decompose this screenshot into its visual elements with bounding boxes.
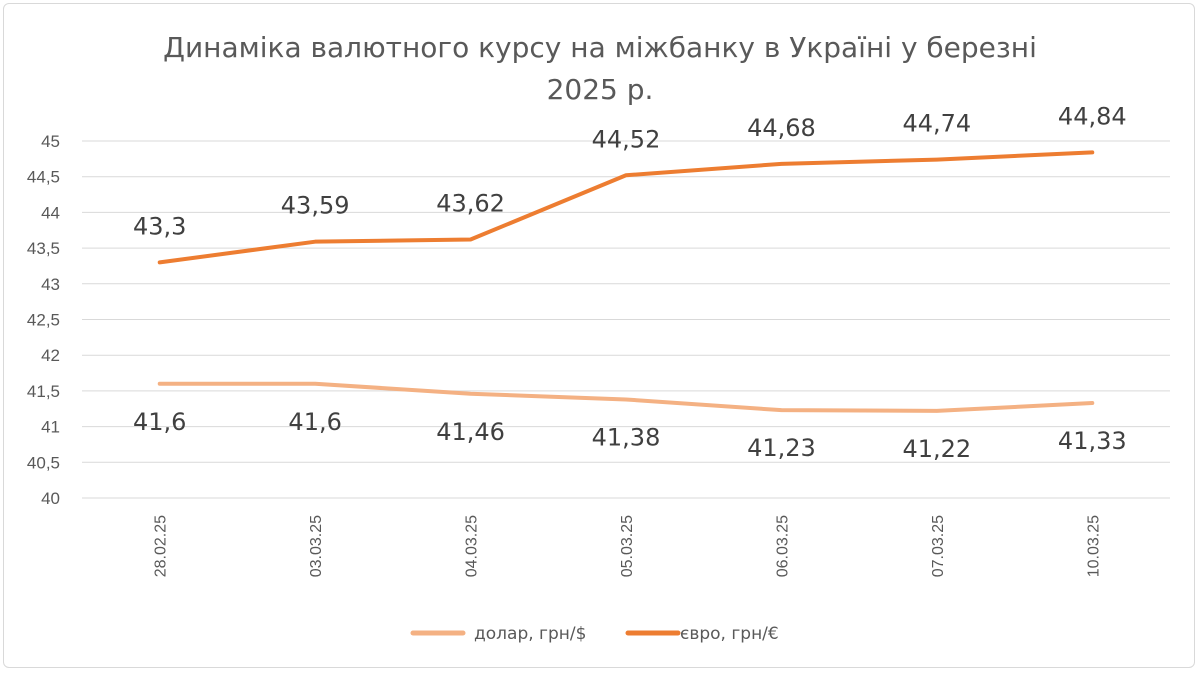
data-label: 44,52 [592, 125, 661, 153]
data-label: 41,23 [747, 434, 816, 462]
y-tick-label: 40 [41, 489, 60, 508]
series-line-dollar [157, 381, 1095, 413]
data-label: 41,6 [133, 408, 186, 436]
data-label: 44,68 [747, 114, 816, 142]
data-label: 44,84 [1058, 102, 1127, 130]
y-tick-label: 43 [41, 275, 60, 294]
data-label: 41,33 [1058, 427, 1127, 455]
x-tick-label: 04.03.25 [464, 515, 481, 577]
data-label: 43,59 [281, 192, 350, 220]
chart-frame [3, 3, 1195, 668]
data-label: 44,74 [902, 110, 971, 138]
y-tick-label: 43,5 [27, 239, 60, 258]
data-label: 43,3 [133, 212, 186, 240]
y-tick-label: 42 [41, 346, 60, 365]
data-label: 41,46 [436, 418, 505, 446]
y-tick-label: 44,5 [27, 168, 60, 187]
x-tick-label: 05.03.25 [619, 515, 636, 577]
data-label: 41,38 [592, 423, 661, 451]
data-label: 43,62 [436, 190, 505, 218]
legend-label: євро, грн/€ [680, 624, 779, 644]
y-tick-label: 41,5 [27, 382, 60, 401]
y-tick-label: 41 [41, 418, 60, 437]
y-tick-label: 44 [41, 203, 60, 222]
y-tick-label: 40,5 [27, 453, 60, 472]
x-tick-label: 06.03.25 [774, 515, 791, 577]
x-tick-label: 03.03.25 [308, 515, 325, 577]
data-label: 41,6 [288, 408, 341, 436]
y-tick-label: 42,5 [27, 311, 60, 330]
y-tick-label: 45 [41, 132, 60, 151]
series-line-euro [157, 150, 1095, 265]
chart-title-line-1: Динаміка валютного курсу на міжбанку в У… [163, 31, 1037, 64]
x-tick-label: 28.02.25 [153, 515, 170, 577]
x-tick-label: 07.03.25 [930, 515, 947, 577]
legend-label: долар, грн/$ [474, 624, 586, 644]
chart-title-line-2: 2025 р. [547, 73, 654, 106]
x-tick-label: 10.03.25 [1085, 515, 1102, 577]
data-label: 41,22 [902, 435, 971, 463]
